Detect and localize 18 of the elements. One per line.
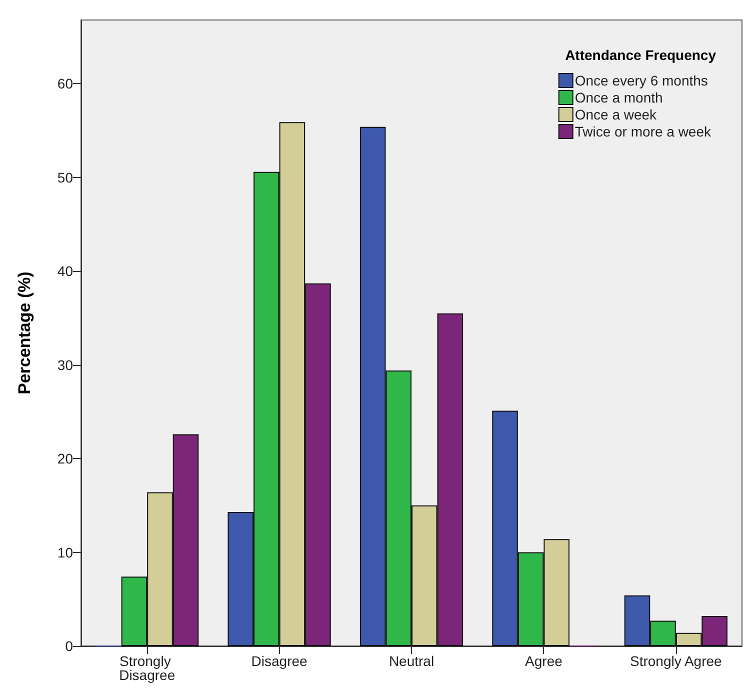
- y-tick-label: 60: [57, 76, 74, 92]
- x-tick-label: Strongly Disagree: [119, 653, 176, 683]
- x-tick-label: Strongly Agree: [630, 653, 722, 669]
- y-tick-label: 0: [65, 638, 74, 654]
- y-tick-label: 50: [57, 169, 74, 186]
- x-tick-label: Disagree: [251, 653, 308, 669]
- x-tick-label: Agree: [525, 653, 563, 669]
- y-tick-label: 30: [57, 356, 74, 373]
- y-axis-title: Percentage (%): [15, 272, 34, 394]
- legend-label: Once a month: [574, 90, 663, 106]
- y-tick-label: 10: [57, 544, 74, 560]
- legend-label: Once every 6 months: [574, 72, 708, 88]
- legend-title: Attendance Frequency: [565, 47, 716, 63]
- y-tick-label: 40: [57, 263, 74, 280]
- y-tick-label: 20: [57, 450, 74, 467]
- legend-label: Twice or more a week: [574, 124, 712, 140]
- x-tick-label: Neutral: [388, 653, 434, 669]
- legend-label: Once a week: [574, 106, 658, 122]
